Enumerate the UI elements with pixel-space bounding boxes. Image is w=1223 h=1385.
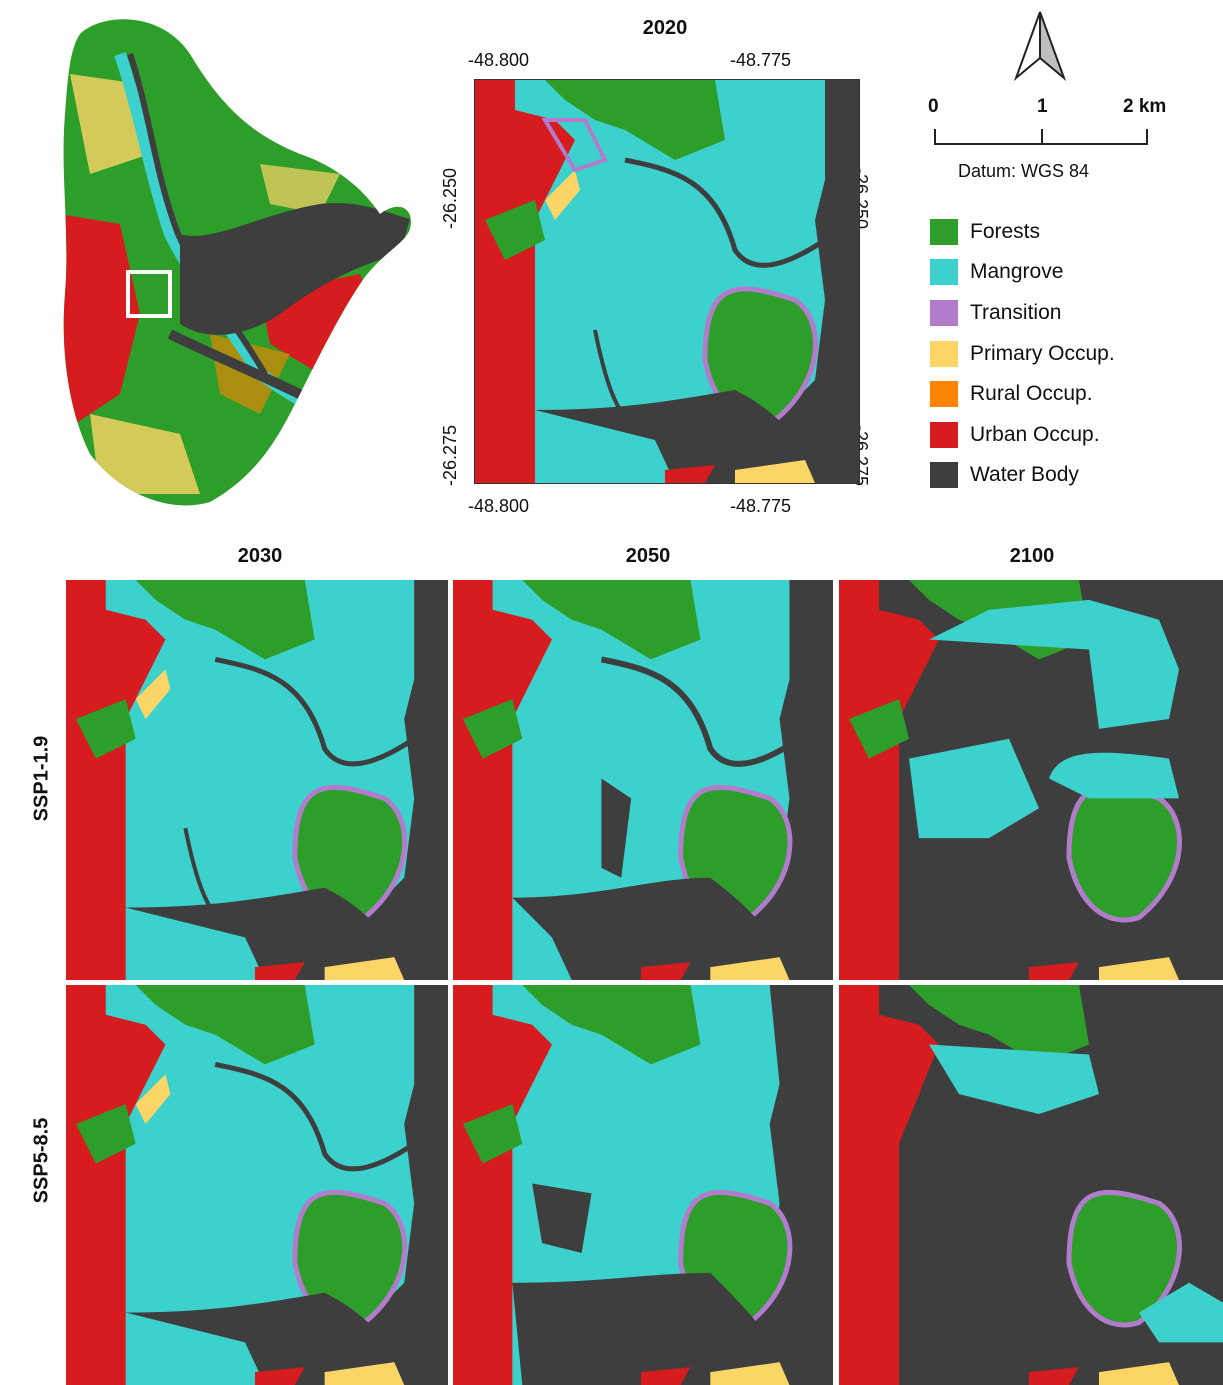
- scale-tick-1: [1041, 129, 1043, 145]
- map-ssp585-2030: [66, 985, 448, 1385]
- datum-label: Datum: WGS 84: [958, 161, 1090, 181]
- legend-swatch: [930, 462, 958, 488]
- inset-ytick-left-2: -26.275: [440, 424, 461, 487]
- legend-item-mangrove: Mangrove: [930, 259, 1063, 285]
- map-ssp119-2050: [453, 580, 833, 980]
- map-ssp119-2100: [839, 580, 1223, 980]
- map-ssp119-2030: [66, 580, 448, 980]
- north-arrow-icon: [1010, 8, 1070, 83]
- legend-label: Urban Occup.: [970, 423, 1100, 446]
- legend-label: Primary Occup.: [970, 342, 1115, 365]
- legend-label: Water Body: [970, 463, 1079, 486]
- legend-swatch: [930, 341, 958, 367]
- legend-label: Mangrove: [970, 260, 1064, 283]
- legend-swatch: [930, 422, 958, 448]
- inset-xtick-bottom-2: -48.775: [730, 496, 792, 516]
- column-title-2100: 2100: [1009, 545, 1055, 567]
- legend-item-forests: Forests: [930, 219, 1040, 245]
- overview-map-svg: [63, 19, 411, 506]
- inset-ytick-left-1: -26.250: [440, 167, 461, 230]
- inset-xtick-top-1: -48.800: [468, 50, 530, 70]
- inset-xtick-top-2: -48.775: [730, 50, 792, 70]
- legend-swatch: [930, 300, 958, 326]
- inset-map-2020: [474, 79, 860, 484]
- column-title-2030: 2030: [237, 545, 283, 567]
- row-label-ssp585: SSP5-8.5: [30, 1117, 53, 1204]
- legend-label: Rural Occup.: [970, 382, 1093, 405]
- legend-item-water: Water Body: [930, 462, 1079, 488]
- legend-label: Forests: [970, 220, 1041, 243]
- row-label-ssp119: SSP1-1.9: [30, 735, 53, 822]
- map-ssp585-2100: [839, 985, 1223, 1385]
- scale-label-2: 2 km: [1123, 96, 1167, 117]
- scale-tick-2: [1146, 129, 1148, 145]
- legend-swatch: [930, 259, 958, 285]
- legend-item-primary: Primary Occup.: [930, 341, 1115, 367]
- legend-item-transition: Transition: [930, 300, 1061, 326]
- scale-label-0: 0: [928, 96, 939, 117]
- scale-label-1: 1: [1037, 96, 1048, 117]
- inset-xtick-bottom-1: -48.800: [468, 496, 530, 516]
- column-title-2050: 2050: [625, 545, 671, 567]
- legend-swatch: [930, 219, 958, 245]
- overview-map: [60, 14, 420, 509]
- inset-title: 2020: [642, 17, 688, 39]
- legend-item-urban: Urban Occup.: [930, 422, 1100, 448]
- legend-label: Transition: [970, 301, 1062, 324]
- legend-swatch: [930, 381, 958, 407]
- legend-item-rural: Rural Occup.: [930, 381, 1093, 407]
- map-ssp585-2050: [453, 985, 833, 1385]
- scale-tick-0: [934, 129, 936, 145]
